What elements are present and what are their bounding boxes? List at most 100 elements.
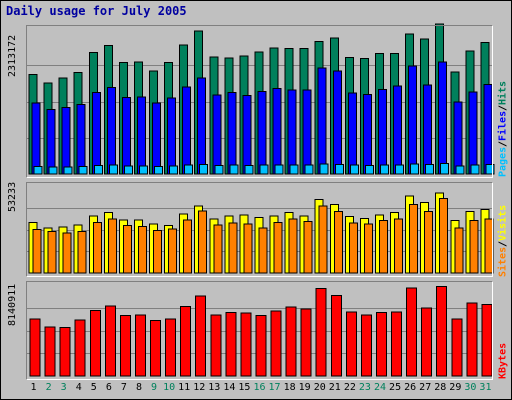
bar-pages-day-28	[440, 163, 450, 175]
bar-sites-day-16	[258, 227, 268, 274]
bar-files-day-13	[212, 94, 222, 175]
bar-files-day-5	[91, 92, 101, 175]
bar-sites-day-23	[363, 223, 373, 274]
bar-sites-day-7	[122, 225, 132, 274]
bar-files-day-21	[332, 70, 342, 175]
bar-pages-day-18	[289, 164, 299, 175]
ymax-label-kbytes: 8140911	[7, 283, 18, 326]
legend-entry-visits: Visits	[497, 204, 509, 241]
bar-files-day-20	[317, 67, 327, 175]
x-tick-label-day-1: 1	[30, 382, 37, 393]
bar-kbytes-day-26	[406, 287, 418, 377]
panel-visits-sites	[26, 182, 494, 277]
bar-pages-day-15	[244, 165, 254, 175]
bar-sites-day-25	[394, 218, 404, 274]
bar-pages-day-9	[154, 165, 164, 175]
bar-pages-day-10	[169, 165, 179, 175]
bar-sites-day-2	[47, 230, 57, 274]
chart-svg-kbytes	[27, 286, 493, 377]
x-tick-label-day-23: 23	[358, 382, 371, 393]
bar-kbytes-day-10	[165, 318, 177, 377]
bar-pages-day-29	[455, 165, 465, 175]
bar-sites-day-29	[454, 227, 464, 274]
bar-files-day-11	[182, 86, 192, 175]
bar-files-day-12	[197, 77, 207, 175]
bar-sites-day-11	[183, 219, 193, 274]
bar-sites-day-8	[137, 225, 147, 274]
bar-files-day-30	[468, 91, 478, 175]
bar-pages-day-12	[199, 163, 209, 175]
bar-sites-day-15	[243, 223, 253, 274]
bar-kbytes-day-16	[255, 315, 267, 377]
bar-pages-day-14	[229, 164, 239, 175]
bar-pages-day-31	[485, 164, 495, 175]
bar-sites-day-20	[318, 205, 328, 274]
bar-kbytes-day-1	[29, 318, 41, 377]
bar-pages-day-7	[123, 165, 133, 175]
bar-sites-day-21	[333, 211, 343, 274]
x-tick-label-day-6: 6	[105, 382, 112, 393]
bar-kbytes-day-18	[285, 306, 297, 377]
x-tick-label-day-8: 8	[135, 382, 142, 393]
bar-files-day-26	[408, 65, 418, 175]
bar-pages-day-22	[349, 164, 359, 175]
x-tick-label-day-7: 7	[120, 382, 127, 393]
legend-entry-files: Files	[497, 110, 509, 141]
x-tick-label-day-10: 10	[163, 382, 176, 393]
bar-files-day-22	[347, 92, 357, 175]
bar-sites-day-13	[213, 224, 223, 274]
bar-kbytes-day-23	[360, 314, 372, 377]
bar-pages-day-3	[63, 166, 73, 175]
bar-kbytes-day-19	[300, 308, 312, 377]
bar-sites-day-18	[288, 218, 298, 274]
bar-sites-day-30	[469, 220, 479, 274]
x-tick-label-day-31: 31	[479, 382, 492, 393]
x-tick-label-day-3: 3	[60, 382, 67, 393]
x-tick-label-day-9: 9	[151, 382, 158, 393]
bar-files-day-28	[438, 61, 448, 175]
bar-pages-day-5	[93, 165, 103, 175]
bar-files-day-16	[257, 90, 267, 175]
x-tick-label-day-4: 4	[75, 382, 82, 393]
x-tick-label-day-12: 12	[193, 382, 206, 393]
bar-kbytes-day-31	[481, 303, 493, 377]
bar-sites-day-28	[439, 198, 449, 274]
legend-separator: /	[497, 240, 509, 247]
bar-pages-day-13	[214, 165, 224, 175]
x-tick-label-day-24: 24	[373, 382, 387, 393]
legend-visits-sites: Sites / Visits	[497, 185, 509, 277]
bar-kbytes-day-6	[104, 305, 116, 377]
legend-separator: /	[497, 104, 509, 111]
bar-files-day-15	[242, 95, 252, 175]
x-tick-label-day-26: 26	[404, 382, 417, 393]
bar-files-day-17	[272, 88, 282, 175]
bar-files-day-1	[31, 102, 41, 175]
x-tick-label-day-13: 13	[208, 382, 221, 393]
legend-entry-hits: Hits	[497, 80, 509, 105]
bar-sites-day-19	[303, 221, 313, 274]
bar-kbytes-day-28	[436, 286, 448, 377]
bar-kbytes-day-8	[134, 314, 146, 377]
bar-sites-day-1	[32, 229, 42, 274]
bar-pages-day-4	[78, 165, 88, 175]
bar-pages-day-17	[274, 164, 284, 175]
x-tick-label-day-22: 22	[343, 382, 356, 393]
bar-sites-day-4	[77, 230, 87, 274]
bar-sites-day-6	[107, 218, 117, 274]
bar-pages-day-6	[108, 164, 118, 175]
bar-files-day-19	[302, 89, 312, 175]
bar-kbytes-day-13	[210, 314, 222, 377]
legend-pages-files-hits: Pages / Files / Hits	[497, 27, 509, 177]
bar-kbytes-day-11	[180, 305, 192, 377]
bar-kbytes-day-24	[375, 311, 387, 377]
bar-pages-day-19	[304, 164, 314, 175]
x-tick-label-day-14: 14	[223, 382, 236, 393]
chart-title: Daily usage for July 2005	[6, 4, 187, 18]
bar-kbytes-day-30	[466, 302, 478, 377]
bar-pages-day-11	[184, 164, 194, 175]
x-tick-label-day-27: 27	[419, 382, 432, 393]
bar-pages-day-23	[364, 165, 374, 175]
bar-files-day-9	[152, 102, 162, 175]
bar-pages-day-2	[48, 166, 58, 175]
x-tick-label-day-16: 16	[253, 382, 266, 393]
